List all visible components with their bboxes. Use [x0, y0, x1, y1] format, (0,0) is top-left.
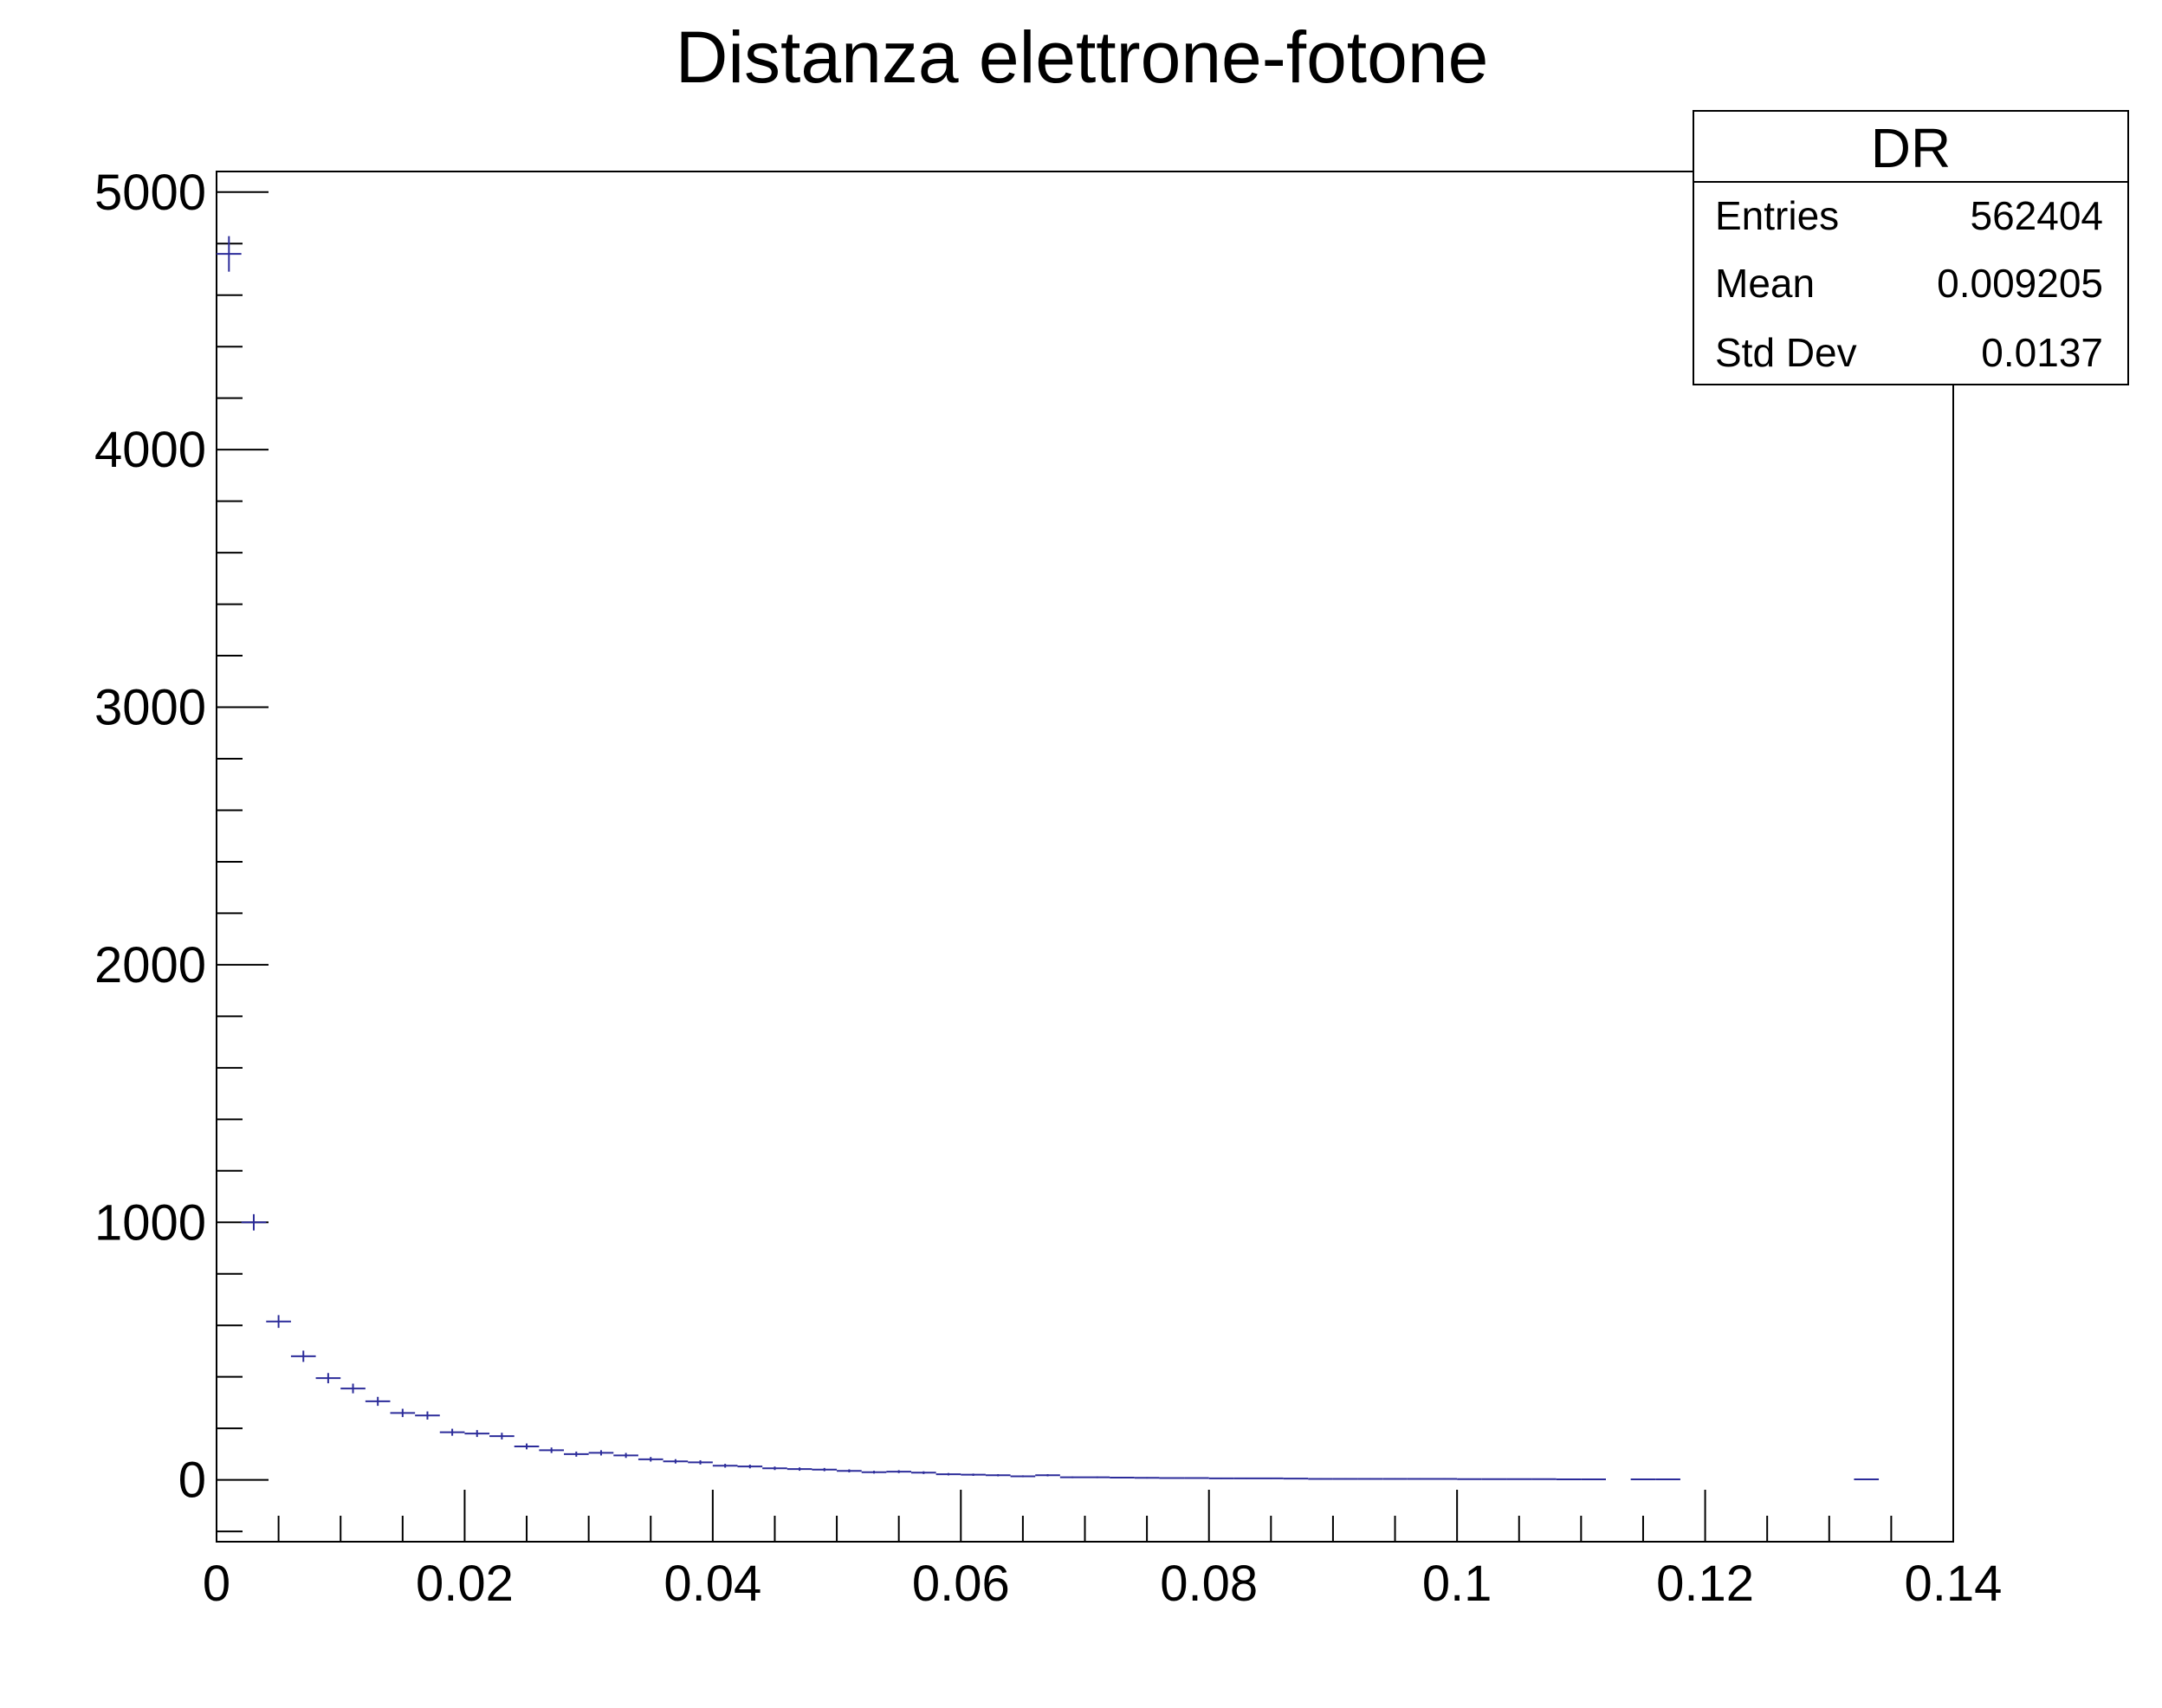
data-point [365, 1396, 391, 1407]
x-tick-label: 0.04 [663, 1556, 761, 1612]
data-point [1332, 1478, 1358, 1480]
data-point [1035, 1474, 1060, 1477]
data-point [340, 1383, 366, 1394]
data-point [390, 1408, 416, 1418]
data-point [911, 1471, 936, 1474]
stats-entries-value: 562404 [1971, 193, 2104, 238]
data-point [1432, 1478, 1458, 1480]
data-point [514, 1443, 540, 1450]
data-point [564, 1451, 589, 1457]
data-point [1531, 1478, 1557, 1480]
data-point [217, 236, 242, 272]
stats-stddev-value: 0.0137 [1981, 330, 2103, 375]
data-point [786, 1467, 812, 1472]
data-point [1556, 1478, 1582, 1481]
data-point [1357, 1478, 1383, 1480]
data-point [1630, 1478, 1656, 1481]
x-tick-label: 0.1 [1422, 1556, 1492, 1612]
data-point [1457, 1478, 1482, 1480]
x-axis: 0 0.02 0.04 0.06 0.08 0.1 0.12 0.14 [203, 1490, 2003, 1612]
data-point [1308, 1478, 1333, 1480]
data-point [663, 1459, 689, 1464]
data-point [1184, 1477, 1209, 1479]
data-point [415, 1411, 440, 1420]
data-point [812, 1467, 838, 1472]
data-point [1407, 1478, 1433, 1480]
data-point [1581, 1478, 1606, 1481]
data-point [737, 1465, 763, 1469]
data-point [886, 1470, 911, 1473]
data-point [1159, 1477, 1185, 1479]
y-tick-label: 5000 [94, 165, 206, 221]
stats-box-title: DR [1871, 117, 1951, 179]
data-point [1084, 1476, 1110, 1478]
chart-title: Distanza elettrone-fotone [676, 16, 1489, 98]
data-point [638, 1457, 663, 1462]
stats-mean-value: 0.009205 [1937, 261, 2103, 306]
stats-mean-label: Mean [1715, 261, 1815, 306]
x-tick-label: 0.12 [1656, 1556, 1754, 1612]
data-point [315, 1373, 341, 1384]
data-point [1655, 1478, 1680, 1481]
x-tick-label: 0.02 [416, 1556, 514, 1612]
data-point [539, 1447, 564, 1453]
stats-stddev-label: Std Dev [1715, 330, 1857, 375]
data-point [961, 1473, 986, 1477]
data-point [588, 1450, 614, 1456]
y-axis: 0 1000 2000 3000 4000 5000 [94, 165, 269, 1533]
stats-box-frame [1693, 110, 2129, 385]
x-tick-label: 0.14 [1905, 1556, 2003, 1612]
data-point [985, 1474, 1011, 1477]
data-point [241, 1213, 267, 1231]
data-points [217, 236, 1880, 1481]
data-point [1059, 1476, 1085, 1478]
data-point [1481, 1478, 1507, 1480]
y-tick-label: 1000 [94, 1194, 206, 1251]
x-tick-label: 0.08 [1160, 1556, 1258, 1612]
stats-box: DR Entries 562404 Mean 0.009205 Std Dev … [1693, 110, 2129, 385]
x-tick-label: 0 [203, 1556, 230, 1612]
data-point [1854, 1478, 1880, 1481]
stats-entries-label: Entries [1715, 193, 1839, 238]
y-tick-label: 2000 [94, 937, 206, 993]
data-point [1010, 1475, 1036, 1478]
data-point [712, 1464, 738, 1468]
data-point [290, 1350, 316, 1362]
data-point [688, 1459, 713, 1465]
data-point [439, 1428, 465, 1436]
data-point [837, 1469, 862, 1472]
data-point [861, 1471, 887, 1474]
x-tick-label: 0.06 [912, 1556, 1010, 1612]
y-tick-label: 4000 [94, 422, 206, 478]
data-point [1382, 1478, 1408, 1480]
data-point [1110, 1476, 1135, 1478]
data-point [935, 1472, 961, 1476]
data-point [762, 1466, 787, 1471]
data-point [613, 1452, 638, 1459]
y-tick-label: 0 [178, 1452, 206, 1509]
data-point [489, 1433, 515, 1440]
data-point [1134, 1477, 1160, 1479]
y-tick-label: 3000 [94, 680, 206, 736]
data-point [1506, 1478, 1532, 1480]
data-point [464, 1430, 490, 1438]
data-point [266, 1315, 291, 1329]
